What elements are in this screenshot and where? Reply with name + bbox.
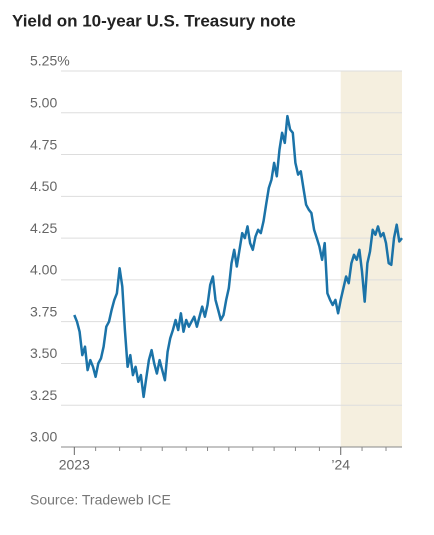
y-tick-label: 4.50 (30, 178, 57, 194)
y-tick-label: 4.25 (30, 220, 57, 236)
y-tick-label: 3.50 (30, 345, 57, 361)
y-tick-label: 3.00 (30, 429, 57, 445)
yield-line (73, 114, 403, 399)
y-tick-label: 5.00 (30, 94, 57, 110)
x-tick-label: ’24 (331, 457, 350, 473)
y-tick-label: 4.75 (30, 136, 57, 152)
source: Source: Tradeweb ICE (30, 492, 171, 508)
y-tick-label: 5.25% (30, 53, 70, 69)
y-tick-label: 3.75 (30, 303, 57, 319)
y-tick-label: 4.00 (30, 262, 57, 278)
x-tick-label: 2023 (59, 457, 90, 473)
chart-title: Yield on 10-year U.S. Treasury note (12, 11, 296, 30)
y-tick-label: 3.25 (30, 387, 57, 403)
